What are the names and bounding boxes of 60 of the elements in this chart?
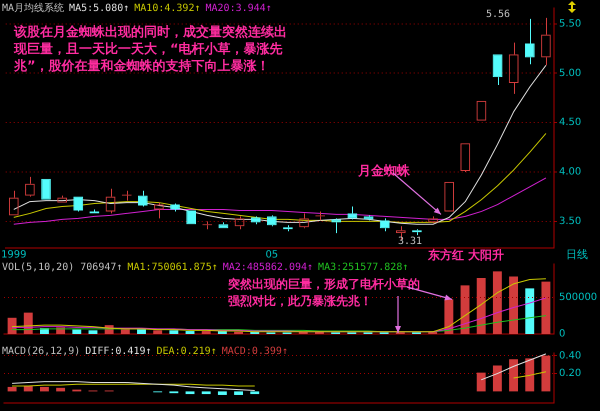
bar	[476, 372, 486, 392]
text: DEA:0.219↑	[156, 346, 217, 357]
bar	[509, 359, 518, 392]
x-tick-label: 1999	[1, 250, 27, 261]
bar	[56, 388, 66, 392]
bar	[120, 330, 130, 334]
candlestick	[364, 214, 374, 221]
bar	[8, 386, 17, 392]
candlestick	[170, 203, 180, 212]
chart-title: MACD(26,12,9)	[2, 346, 80, 357]
x-tick-label: 05	[265, 250, 278, 261]
bar	[153, 330, 162, 334]
y-tick-label: 5.00	[559, 68, 582, 79]
bar	[137, 330, 146, 334]
text: DIFF:0.419↑	[85, 346, 152, 357]
y-tick-label: 0.20	[559, 368, 582, 380]
text: MACD:0.399↑	[222, 346, 288, 357]
annotation: 5.56	[486, 8, 510, 22]
bar	[186, 391, 194, 394]
y-tick-label: 5.50	[559, 18, 582, 30]
bar	[234, 391, 244, 395]
annotation: 东方红 大阳升	[428, 247, 504, 264]
bar	[509, 276, 518, 334]
annotation: 月金蜘蛛	[358, 163, 410, 180]
candlestick	[348, 206, 358, 220]
y-tick-label: 0.40	[559, 350, 582, 362]
bar	[8, 318, 17, 334]
annotation: 3.31	[398, 235, 422, 249]
bar	[525, 288, 534, 334]
bar	[541, 356, 550, 392]
bar	[40, 386, 49, 392]
bar	[186, 331, 194, 334]
y-tick-label: 4.50	[559, 117, 582, 128]
text: MA20:3.944↑	[206, 3, 272, 14]
text: MA10:4.392↑	[134, 3, 200, 14]
text: MA2:485862.094↑	[222, 262, 314, 273]
bar	[169, 330, 178, 334]
y-tick-label: 3.50	[559, 216, 582, 227]
candlestick	[250, 216, 261, 225]
y-tick-label: 4.00	[559, 166, 582, 178]
bar	[460, 285, 470, 334]
bar	[218, 391, 227, 395]
text: MA5:5.080↑	[69, 3, 130, 14]
text: MA3:251577.828↑	[318, 262, 408, 273]
bar	[492, 271, 502, 334]
bar	[492, 366, 502, 392]
bar	[541, 282, 550, 334]
x-axis-title: 日线	[566, 248, 588, 261]
candlestick	[492, 54, 502, 86]
candlestick	[331, 218, 342, 234]
text: MA1:750061.875↑	[127, 262, 218, 273]
bar	[72, 330, 82, 334]
bar	[88, 330, 98, 334]
y-tick-label: 500000	[559, 292, 598, 303]
chart-title: MA月均线系统	[2, 3, 64, 14]
annotation: 该股在月金蜘蛛出现的同时，成交量突然连续出现巨量，且一天比一天大，“电杆小草，暴涨先兆”，股价在量和金蜘蛛的支持下向上暴涨！	[14, 24, 288, 75]
bar	[476, 278, 486, 334]
bar	[202, 331, 211, 334]
y-tick-label: 0	[559, 328, 566, 340]
chart-title: VOL(5,10,20) 706947↑	[2, 262, 122, 273]
